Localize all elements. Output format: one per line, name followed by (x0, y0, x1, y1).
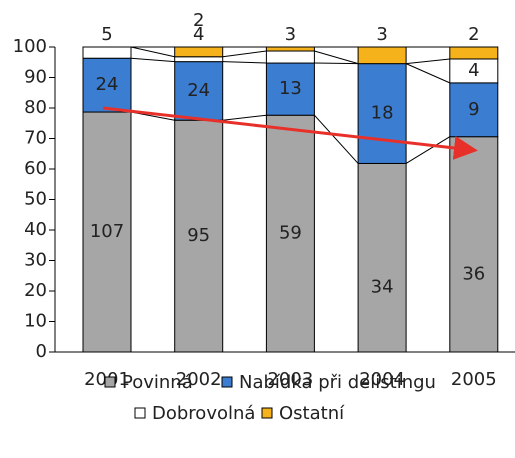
y-tick-label: 20 (24, 280, 47, 301)
legend-swatch (221, 376, 233, 388)
bar-segment (357, 46, 407, 65)
bar-segment (265, 114, 315, 353)
y-tick-label: 0 (36, 341, 47, 362)
bar-segment (449, 46, 499, 60)
bar-segment (174, 56, 224, 63)
trend-arrow (102, 106, 478, 160)
data-label: 59 (279, 223, 302, 244)
bar-segment (357, 162, 407, 353)
x-tick-label: 2002 (176, 369, 222, 390)
bar-segment (174, 46, 224, 58)
legend-label: Ostatní (279, 403, 345, 424)
legend-swatch (134, 407, 146, 419)
connector (222, 50, 267, 58)
connector (405, 63, 451, 84)
connector (314, 114, 359, 164)
data-label: 36 (462, 263, 485, 284)
x-tick-label: 2004 (359, 369, 405, 390)
legend-label: Dobrovolná (152, 403, 255, 424)
data-label: 24 (187, 80, 210, 101)
data-label: 18 (371, 103, 394, 124)
connector (130, 46, 175, 58)
bar-segment (265, 46, 315, 52)
y-tick-label: 70 (24, 128, 47, 149)
data-label: 9 (468, 99, 479, 120)
data-label: 95 (187, 225, 210, 246)
data-label: 13 (279, 78, 302, 99)
y-tick-label: 100 (13, 36, 47, 57)
bar-segment (82, 46, 132, 59)
data-label: 2 (193, 10, 204, 31)
bar-segment (82, 111, 132, 353)
connector (314, 50, 359, 65)
connector (405, 136, 451, 164)
data-label: 3 (285, 24, 296, 45)
data-label: 34 (371, 277, 394, 298)
bar-segment (265, 50, 315, 64)
y-tick-label: 50 (24, 189, 47, 210)
data-label: 2 (468, 24, 479, 45)
data-label: 107 (90, 221, 124, 242)
connector (130, 57, 175, 63)
legend-swatch (261, 407, 273, 419)
connector (314, 62, 359, 65)
bar-segment (449, 82, 499, 138)
y-tick-label: 90 (24, 67, 47, 88)
x-tick-label: 2003 (267, 369, 313, 390)
legend-label: Povinná (122, 372, 193, 393)
data-label: 3 (376, 24, 387, 45)
connector (222, 61, 267, 64)
y-tick-label: 10 (24, 311, 47, 332)
bar-segment (265, 62, 315, 116)
x-tick-label: 2005 (451, 369, 497, 390)
y-tick-label: 60 (24, 158, 47, 179)
connector (222, 114, 267, 121)
y-tick-label: 80 (24, 97, 47, 118)
data-label: 4 (193, 24, 204, 45)
bar-segment (357, 63, 407, 164)
y-tick-label: 30 (24, 250, 47, 271)
legend-label: Nabídka při delistingu (239, 372, 436, 393)
legend-swatch (104, 376, 116, 388)
y-tick-label: 40 (24, 219, 47, 240)
data-label: 4 (468, 60, 479, 81)
bar-segment (449, 136, 499, 353)
data-label: 5 (101, 24, 112, 45)
connector (406, 58, 450, 65)
data-label: 24 (96, 74, 119, 95)
